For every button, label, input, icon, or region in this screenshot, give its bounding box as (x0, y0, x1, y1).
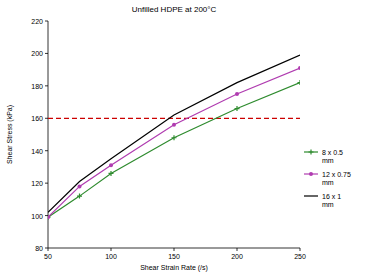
point (172, 135, 177, 140)
y-tick (45, 215, 48, 216)
x-tick (111, 248, 112, 251)
y-tick-label: 200 (31, 50, 43, 57)
legend-label: 12 x 0.75mm (322, 171, 351, 186)
plot-area (48, 55, 300, 220)
y-tick (45, 118, 48, 119)
point (235, 106, 240, 111)
legend-marker (309, 150, 314, 155)
legend-swatch (304, 195, 318, 196)
title: Unfilled HDPE at 200°C (132, 5, 217, 14)
point (48, 215, 50, 219)
legend-label-line: mm (322, 157, 334, 164)
point (298, 66, 300, 70)
point (172, 123, 176, 127)
x-tick (300, 248, 301, 251)
series-line (48, 68, 300, 217)
y-tick-label: 100 (31, 213, 43, 220)
point (298, 80, 301, 85)
legend-label: 8 x 0.5mm (322, 149, 343, 164)
x-axis-label: Shear Strain Rate (/s) (140, 264, 208, 272)
y-tick-label: 160 (31, 115, 43, 122)
x-tick-label: 100 (105, 253, 117, 260)
y-tick-label: 140 (31, 148, 43, 155)
legend-label-line: mm (322, 201, 334, 208)
y-tick (45, 183, 48, 184)
x-tick-label: 150 (168, 253, 180, 260)
point (78, 184, 82, 188)
x-tick-label: 250 (294, 253, 306, 260)
y-tick (45, 248, 48, 249)
y-axis (48, 21, 49, 248)
legend: 8 x 0.5mm12 x 0.75mm16 x 1mm (304, 149, 351, 208)
y-tick-label: 180 (31, 83, 43, 90)
y-axis-label: Shear Stress (kPa) (6, 105, 14, 164)
legend-label-line: 8 x 0.5 (322, 149, 343, 156)
series-line (48, 83, 300, 218)
y-tick-label: 80 (35, 245, 43, 252)
point (109, 163, 113, 167)
y-tick-label: 120 (31, 180, 43, 187)
chart-svg: Unfilled HDPE at 200°C 80 100 120 140 160 180 2… (0, 0, 377, 277)
point (109, 171, 114, 176)
legend-label-line: 16 x 1 (322, 193, 341, 200)
background (0, 0, 377, 277)
point (235, 92, 239, 96)
y-tick (45, 150, 48, 151)
x-tick-label: 200 (231, 253, 243, 260)
legend-marker (309, 172, 313, 176)
legend-label-line: 12 x 0.75 (322, 171, 351, 178)
y-tick (45, 85, 48, 86)
x-tick (48, 248, 49, 251)
x-tick (174, 248, 175, 251)
x-tick (237, 248, 238, 251)
point (77, 194, 82, 199)
chart-container: Unfilled HDPE at 200°C 80 100 120 140 160 180 2… (0, 0, 377, 277)
y-tick-label: 220 (31, 18, 43, 25)
legend-label-line: mm (322, 179, 334, 186)
reference-line (48, 118, 300, 119)
y-tick (45, 21, 48, 22)
y-tick (45, 53, 48, 54)
x-tick-label: 50 (44, 253, 52, 260)
legend-label: 16 x 1mm (322, 193, 341, 208)
series-line (48, 55, 300, 212)
